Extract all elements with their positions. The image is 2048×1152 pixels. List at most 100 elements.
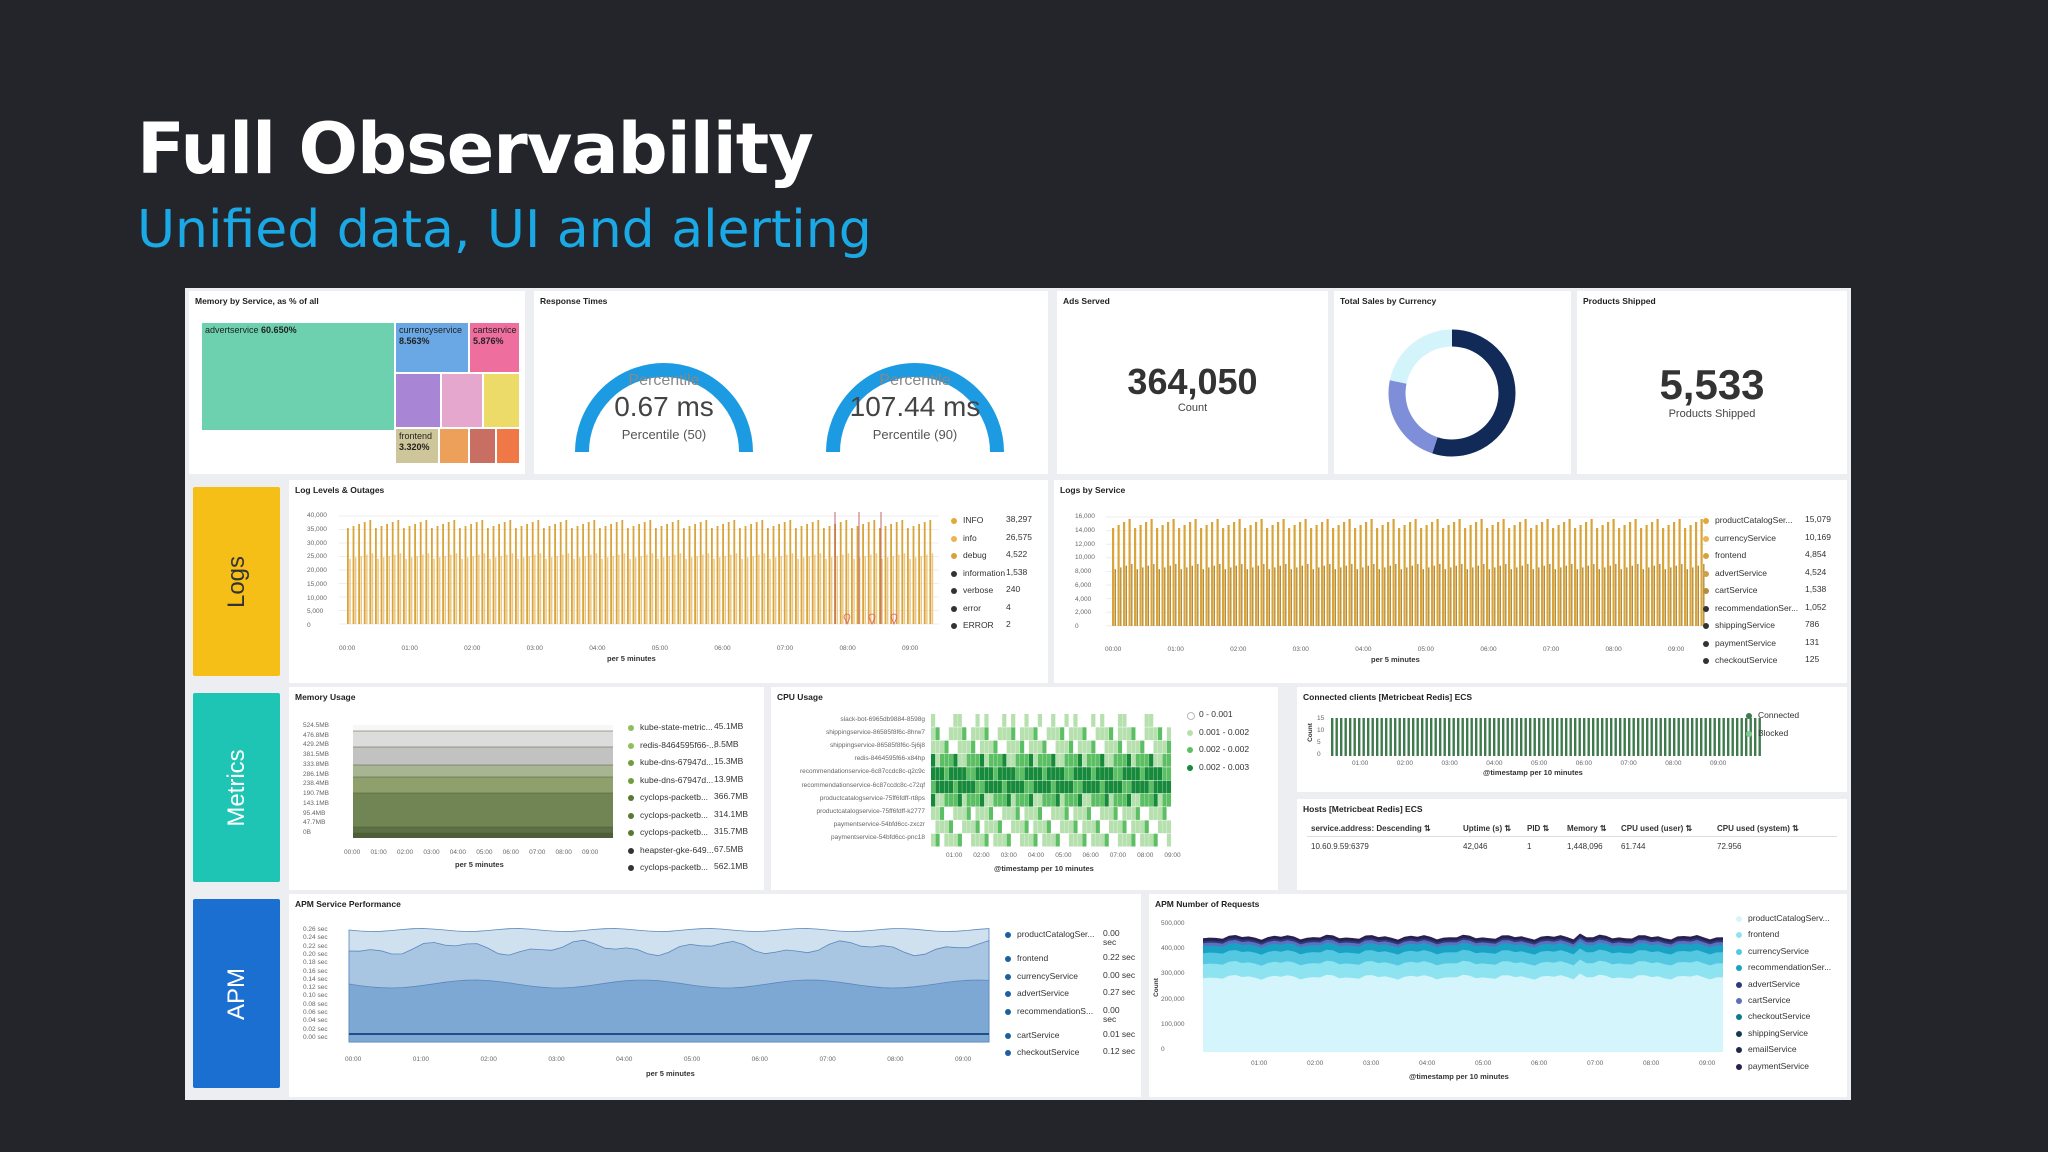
legend-item[interactable]: INFO 38,297 (951, 514, 1036, 532)
apm-service-performance-panel[interactable]: APM Service Performance 0.26 sec 0.24 sec… (289, 894, 1141, 1097)
treemap-tile-advertservice[interactable]: advertservice 60.650% (201, 322, 395, 431)
legend-item[interactable]: checkoutService (1736, 1010, 1841, 1026)
treemap-tile[interactable] (496, 428, 520, 464)
legend-value: 26,575 (1006, 531, 1032, 542)
legend-item[interactable]: frontend 4,854 (1703, 549, 1831, 567)
legend-item[interactable]: checkoutService 125 (1703, 654, 1831, 672)
table-header[interactable]: CPU used (user) ⇅ (1621, 824, 1693, 833)
legend-item[interactable]: advertService 0.27 sec (1005, 987, 1135, 1005)
legend-item[interactable]: currencyService 0.00 sec (1005, 970, 1135, 988)
heatmap-cell (1055, 807, 1060, 820)
legend-item[interactable]: currencyService 10,169 (1703, 532, 1831, 550)
treemap-tile[interactable] (441, 373, 483, 428)
legend-label: shippingService (1715, 620, 1776, 630)
connected-clients-panel[interactable]: Connected clients [Metricbeat Redis] ECS… (1297, 687, 1847, 792)
legend-item[interactable]: cyclops-packetb... 562.1MB (628, 861, 748, 879)
legend-item[interactable]: productCatalogSer... 15,079 (1703, 514, 1831, 532)
ads-served-panel[interactable]: Ads Served 364,050 Count (1057, 291, 1328, 474)
legend-item[interactable]: recommendationS... 0.00 sec (1005, 1005, 1130, 1029)
bar (1398, 528, 1401, 626)
heatmap-cell (1011, 820, 1016, 834)
bar (366, 554, 368, 624)
legend-item[interactable]: frontend (1736, 928, 1841, 944)
heatmap-cell (1028, 714, 1034, 727)
legend-item[interactable]: error 4 (951, 602, 1036, 620)
hosts-panel[interactable]: Hosts [Metricbeat Redis] ECS service.add… (1297, 799, 1847, 890)
legend-item[interactable]: cartService (1736, 994, 1841, 1010)
legend-item[interactable]: 0.001 - 0.002 (1187, 726, 1272, 744)
legend-item[interactable]: paymentService (1736, 1060, 1841, 1076)
treemap-tile-frontend[interactable]: frontend 3.320% (395, 428, 439, 464)
legend-item[interactable]: paymentService 131 (1703, 637, 1831, 655)
legend-item[interactable]: checkoutService 0.12 sec (1005, 1046, 1135, 1064)
legend-item[interactable]: info 26,575 (951, 532, 1036, 550)
y-axis-tick: 4,000 (1075, 595, 1092, 603)
products-shipped-panel[interactable]: Products Shipped 5,533 Products Shipped (1577, 291, 1847, 474)
legend-item[interactable]: cartService 0.01 sec (1005, 1029, 1135, 1047)
treemap-tile[interactable] (483, 373, 520, 428)
treemap-tile[interactable] (469, 428, 496, 464)
legend-item[interactable]: shippingService (1736, 1027, 1841, 1043)
legend-item[interactable]: verbose 240 (951, 584, 1036, 602)
total-sales-panel[interactable]: Total Sales by Currency (1334, 291, 1571, 474)
legend-item[interactable]: kube-state-metric... 45.1MB (628, 721, 748, 739)
legend-item[interactable]: redis-8464595f66-... 8.5MB (628, 739, 748, 757)
legend-item[interactable]: cyclops-packetb... 314.1MB (628, 809, 748, 827)
legend-item[interactable]: 0.002 - 0.003 (1187, 761, 1272, 779)
heatmap-cell (1024, 780, 1029, 794)
treemap-tile-cartservice[interactable]: cartservice 5.876% (469, 322, 520, 373)
legend-item[interactable]: cyclops-packetb... 315.7MB (628, 826, 748, 844)
bar (1461, 563, 1463, 626)
table-header[interactable]: PID ⇅ (1527, 824, 1550, 833)
treemap-tile-currencyservice[interactable]: currencyservice 8.563% (395, 322, 469, 373)
legend-item[interactable]: kube-dns-67947d... 15.3MB (628, 756, 748, 774)
legend-item[interactable]: currencyService (1736, 945, 1841, 961)
legend-item[interactable]: debug 4,522 (951, 549, 1036, 567)
legend-label: 0.002 - 0.002 (1199, 744, 1250, 754)
heatmap-cell (948, 753, 953, 767)
memory-usage-panel[interactable]: Memory Usage 524.5MB 476.8MB 429.2MB 381.5M… (289, 687, 764, 890)
heatmap-cell (1024, 820, 1029, 834)
table-header[interactable]: Uptime (s) ⇅ (1463, 824, 1512, 833)
response-times-panel[interactable]: Response Times Percentile 0.67 ms Percen… (534, 291, 1048, 474)
log-levels-panel[interactable]: Log Levels & Outages 40,000 35,000 30,000 2… (289, 480, 1048, 683)
legend-item[interactable]: heapster-gke-649... 67.5MB (628, 844, 748, 862)
legend-item[interactable]: productCatalogServ... (1736, 912, 1841, 928)
legend-item[interactable]: productCatalogSer... 0.00 sec (1005, 928, 1130, 952)
heatmap-cell (1149, 714, 1154, 727)
table-header[interactable]: service.address: Descending ⇅ (1311, 824, 1431, 833)
legend-item[interactable]: recommendationSer... 1,052 (1703, 602, 1831, 620)
logs-by-service-panel[interactable]: Logs by Service 16,000 14,000 12,000 10,000… (1054, 480, 1847, 683)
legend-item[interactable]: 0.002 - 0.002 (1187, 743, 1272, 761)
heatmap-cell (931, 727, 936, 741)
table-header[interactable]: CPU used (system) ⇅ (1717, 824, 1799, 833)
legend-item[interactable]: emailService (1736, 1043, 1841, 1059)
heatmap-cell (953, 780, 958, 794)
legend-item[interactable]: advertService 4,524 (1703, 567, 1831, 585)
legend-item[interactable]: cartService 1,538 (1703, 584, 1831, 602)
cpu-usage-panel[interactable]: CPU Usage slack-bot-6965db9884-8598g ship… (771, 687, 1278, 890)
treemap-tile[interactable] (439, 428, 469, 464)
legend-item[interactable]: advertService (1736, 978, 1841, 994)
legend-item[interactable]: Blocked (1746, 727, 1836, 745)
heatmap-cell (1126, 807, 1131, 820)
legend-item[interactable]: frontend 0.22 sec (1005, 952, 1135, 970)
legend-item[interactable]: kube-dns-67947d... 13.9MB (628, 774, 748, 792)
legend-item[interactable]: Connected (1746, 709, 1836, 727)
bar (1392, 519, 1395, 626)
bar (1579, 525, 1582, 626)
memory-by-service-panel[interactable]: Memory by Service, as % of all advertser… (189, 291, 525, 474)
apm-requests-panel[interactable]: APM Number of Requests Count 500,000 400,… (1149, 894, 1847, 1097)
legend-item[interactable]: information 1,538 (951, 567, 1036, 585)
legend-item[interactable]: ERROR 2 (951, 619, 1036, 637)
legend-item[interactable]: cyclops-packetb... 366.7MB (628, 791, 748, 809)
bar (1631, 565, 1633, 626)
legend-item[interactable]: 0 - 0.001 (1187, 708, 1272, 726)
bar (1354, 528, 1357, 626)
bar (1491, 525, 1494, 626)
bar (1695, 522, 1698, 626)
legend-item[interactable]: shippingService 786 (1703, 619, 1831, 637)
legend-item[interactable]: recommendationSer... (1736, 961, 1841, 977)
table-header[interactable]: Memory ⇅ (1567, 824, 1607, 833)
treemap-tile[interactable] (395, 373, 441, 428)
